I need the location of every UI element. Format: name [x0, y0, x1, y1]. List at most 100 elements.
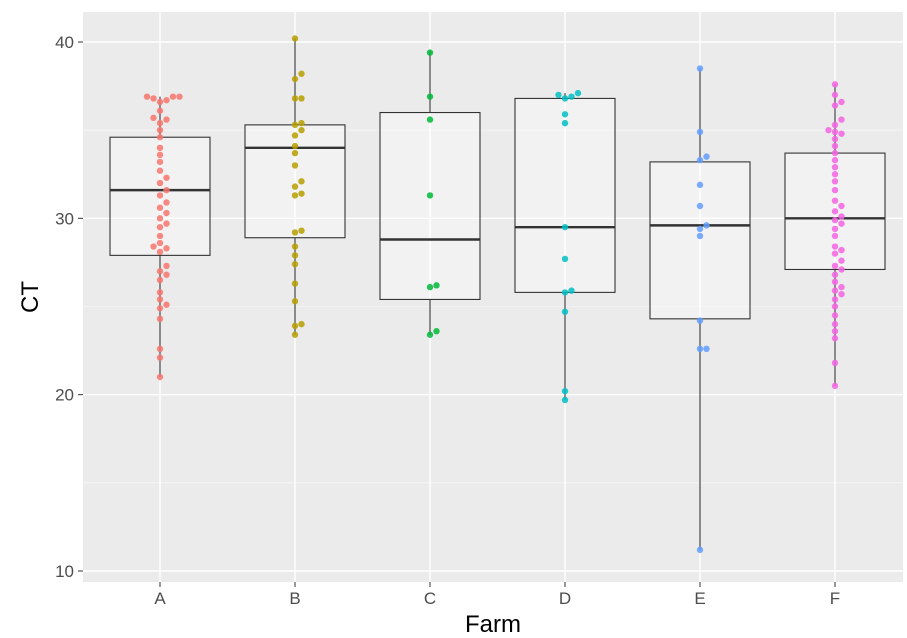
- data-point: [156, 345, 164, 353]
- data-point: [150, 95, 157, 102]
- data-point: [831, 312, 839, 319]
- data-point: [156, 268, 164, 275]
- data-point: [838, 202, 845, 210]
- data-point: [291, 229, 299, 236]
- data-point: [291, 132, 299, 139]
- y-tick-label: 40: [55, 33, 74, 52]
- data-point: [156, 98, 164, 106]
- data-point: [156, 158, 164, 166]
- data-point: [838, 283, 845, 291]
- data-point: [426, 283, 434, 291]
- data-point: [831, 81, 839, 88]
- data-point: [291, 95, 299, 102]
- data-point: [433, 327, 440, 335]
- data-point: [561, 289, 569, 296]
- data-point: [163, 174, 170, 181]
- data-point: [298, 70, 305, 77]
- data-point: [169, 93, 177, 100]
- data-point: [163, 262, 170, 270]
- data-point: [838, 246, 845, 254]
- x-tick-label: D: [559, 589, 571, 608]
- data-point: [696, 317, 704, 324]
- data-point: [703, 153, 710, 160]
- data-point: [561, 119, 569, 127]
- y-axis-title: CT: [17, 281, 44, 313]
- data-point: [298, 320, 305, 328]
- data-point: [696, 202, 704, 210]
- x-tick-label: A: [154, 589, 166, 608]
- data-point: [163, 209, 170, 217]
- data-point: [291, 331, 299, 338]
- data-point: [696, 232, 704, 240]
- data-point: [838, 98, 845, 106]
- data-point: [163, 301, 170, 308]
- data-point: [291, 162, 299, 169]
- data-point: [291, 280, 299, 287]
- data-point: [163, 96, 170, 104]
- data-point: [291, 192, 299, 199]
- data-point: [831, 128, 839, 136]
- data-point: [696, 65, 704, 72]
- data-point: [831, 208, 839, 215]
- data-point: [156, 215, 164, 222]
- data-point: [831, 232, 839, 240]
- data-point: [150, 243, 157, 250]
- data-point: [150, 114, 157, 122]
- data-point: [831, 216, 839, 224]
- data-point: [291, 243, 299, 250]
- data-point: [831, 320, 839, 328]
- data-point: [291, 35, 299, 42]
- data-point: [568, 93, 575, 100]
- data-point: [156, 305, 164, 312]
- data-point: [156, 119, 164, 127]
- data-point: [156, 232, 164, 240]
- box-iqr: [649, 161, 751, 320]
- data-point: [831, 359, 839, 367]
- data-point: [831, 287, 839, 294]
- data-point: [838, 130, 845, 137]
- data-point: [696, 225, 704, 233]
- data-point: [831, 296, 839, 303]
- data-point: [298, 119, 305, 127]
- x-tick-label: F: [830, 589, 840, 608]
- data-point: [703, 222, 710, 229]
- y-tick-label: 20: [55, 386, 74, 405]
- data-point: [298, 126, 305, 134]
- data-point: [831, 250, 839, 257]
- data-point: [703, 345, 710, 353]
- data-point: [696, 128, 704, 136]
- data-point: [176, 93, 183, 100]
- data-point: [156, 296, 164, 303]
- data-point: [696, 156, 704, 164]
- data-point: [291, 322, 299, 330]
- data-point: [831, 303, 839, 310]
- data-point: [163, 220, 170, 227]
- x-tick-label: C: [424, 589, 436, 608]
- data-point: [831, 243, 839, 250]
- data-point: [831, 327, 839, 335]
- data-point: [163, 271, 170, 278]
- data-point: [143, 93, 151, 100]
- data-point: [163, 186, 170, 194]
- data-point: [574, 89, 582, 97]
- data-point: [555, 91, 562, 99]
- x-tick-label: E: [694, 589, 705, 608]
- box-iqr: [514, 97, 616, 293]
- data-point: [696, 181, 704, 189]
- data-point: [291, 298, 299, 305]
- data-point: [156, 192, 164, 199]
- data-point: [426, 331, 434, 338]
- data-point: [156, 239, 164, 247]
- data-point: [831, 186, 839, 194]
- data-point: [831, 278, 839, 286]
- data-point: [426, 192, 434, 199]
- data-point: [825, 126, 832, 134]
- data-point: [163, 116, 170, 123]
- data-point: [291, 149, 299, 157]
- data-point: [156, 248, 164, 256]
- data-point: [156, 204, 164, 211]
- data-point: [831, 262, 839, 270]
- y-tick-label: 10: [55, 562, 74, 581]
- data-point: [156, 276, 164, 284]
